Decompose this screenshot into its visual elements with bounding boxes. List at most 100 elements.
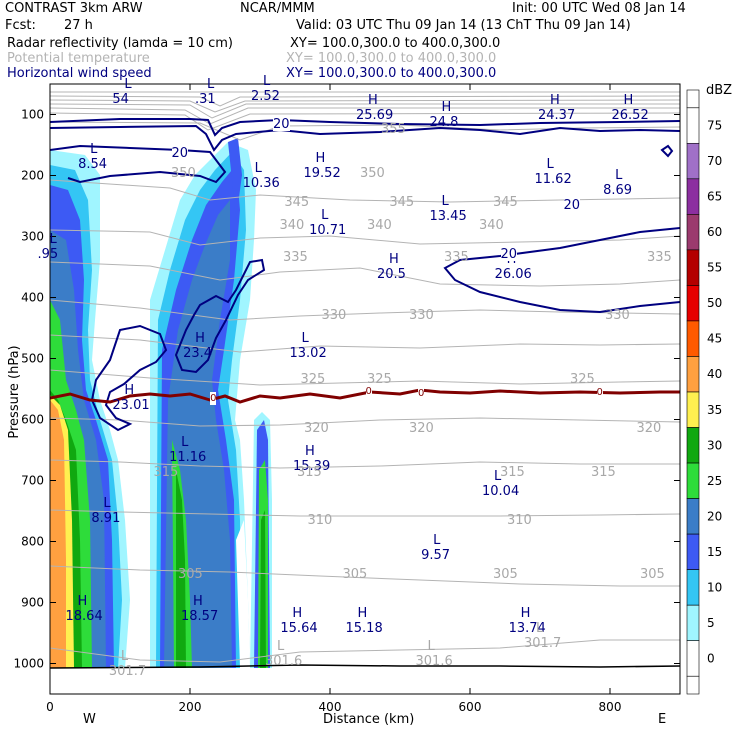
y-tick-label: 700	[21, 474, 44, 488]
isentrope-label: 330	[321, 307, 347, 323]
colorbar-swatch	[686, 178, 700, 215]
extremum-type: L	[615, 168, 623, 184]
extremum-value: 10.71	[309, 223, 347, 239]
colorbar-swatch	[686, 320, 700, 357]
extremum-value: 10.04	[482, 483, 520, 499]
isentrope-label: 345	[284, 194, 310, 210]
isentrope-350	[50, 179, 680, 203]
x-axis-left-end: W	[83, 712, 96, 727]
colorbar-swatch	[686, 391, 700, 428]
colorbar-swatch	[686, 214, 700, 251]
zero-contour	[50, 388, 680, 404]
x-tick-label: 0	[46, 700, 54, 714]
y-tick-label: 500	[21, 352, 44, 366]
isentrope-label: 305	[493, 567, 518, 583]
extremum-value: 54	[112, 91, 129, 107]
field-wind: Horizontal wind speed	[7, 66, 152, 81]
extremum-type: L	[441, 194, 449, 210]
extremum-value: 301.6	[265, 654, 303, 670]
colorbar-swatch	[686, 427, 700, 464]
fcst-label: Fcst:	[5, 18, 36, 33]
isentrope-label: 345	[493, 194, 518, 210]
colorbar: 0 5 10 15 20 25 30 35 40 45 50 55 60 65 70 75	[686, 89, 722, 695]
x-axis-right-end: E	[658, 712, 667, 727]
extremum-type: L	[321, 208, 329, 224]
extremum-value: 9.57	[421, 547, 451, 563]
isentrope-upper-6	[50, 112, 680, 131]
extremum-type: H	[77, 593, 88, 609]
colorbar-label: 0	[707, 651, 715, 665]
wind-contour-label: 20	[500, 246, 518, 262]
zero-contour-label: 0	[596, 386, 603, 400]
wind-contours	[50, 118, 680, 432]
refl-center-darkgreen	[176, 470, 186, 668]
y-tick-label: 400	[21, 291, 44, 305]
extremum-value: 23.01	[112, 398, 150, 414]
fcst-value: 27 h	[64, 18, 93, 33]
extremum-type: H	[195, 331, 205, 347]
extremum-type: H	[623, 93, 634, 109]
y-tick-label: 900	[21, 596, 44, 610]
isentrope-345	[50, 229, 680, 246]
colorbar-swatch	[686, 107, 700, 144]
refl-left-orange	[50, 400, 66, 668]
colorbar-unit: dBZ	[706, 83, 733, 98]
zero-contour-label: 0	[418, 386, 425, 400]
isentrope-335	[50, 299, 680, 321]
extremum-type: H	[305, 444, 315, 460]
colorbar-cap	[686, 675, 700, 695]
extremum-type: H	[357, 605, 368, 621]
extremum-type: L	[49, 232, 57, 248]
extremum-value: .31	[195, 91, 216, 107]
colorbar-label: 45	[707, 332, 722, 346]
isentrope-320	[50, 417, 680, 427]
refl-right-darkgreen	[260, 510, 266, 668]
extremum-type: H	[520, 605, 531, 621]
extremum-type: L	[103, 496, 111, 511]
x-tick-label: 600	[459, 700, 482, 714]
colorbar-swatch	[686, 285, 700, 322]
init-time: Init: 00 UTC Wed 08 Jan 14	[512, 1, 686, 16]
refl-center-gap	[236, 520, 250, 668]
extremum-value: 13.02	[289, 346, 327, 362]
refl-upper-streak	[228, 138, 242, 220]
y-tick-label: 300	[21, 230, 44, 244]
extremum-value: 10.36	[242, 175, 280, 191]
isentrope-label: 320	[304, 420, 329, 436]
isentrope-label: 305	[342, 567, 368, 583]
extremum-type: H	[389, 252, 399, 267]
x-axis-label: Distance (km)	[323, 712, 415, 727]
extremum-value: 25.69	[356, 108, 394, 124]
isentrope-label: 305	[178, 567, 203, 583]
isentrope-label: 325	[300, 371, 326, 387]
wind-contour-jet-low	[50, 124, 680, 152]
extremum-type: L	[181, 435, 189, 450]
x-tick-label: 200	[179, 700, 202, 714]
extremum-type: H	[441, 99, 452, 115]
wind-contour-jet-top	[50, 118, 680, 137]
extremum-value: 24.37	[538, 108, 576, 124]
extremum-value: 18.64	[65, 608, 103, 624]
isentrope-upper-4	[50, 103, 680, 119]
isentrope-label: 310	[307, 512, 333, 528]
y-tick-label: 100	[21, 108, 44, 122]
extremum-value: 8.69	[603, 183, 633, 199]
colorbar-label: 70	[707, 154, 722, 168]
wind-contour-label: 20	[273, 117, 290, 133]
extremum-value: 19.52	[303, 166, 341, 182]
extremum-type: L	[263, 73, 271, 89]
wind-contour-left-blob	[90, 324, 168, 432]
colorbar-label: 40	[707, 367, 722, 381]
isentrope-label: 320	[409, 420, 434, 436]
isentrope-upper-3	[50, 99, 680, 113]
zero-contour-label: 0	[365, 384, 372, 398]
wind-contour-small-circle	[660, 144, 674, 158]
center-label: NCAR/MMM	[240, 1, 315, 16]
x-axis: 0 200 400 600 800	[46, 84, 621, 714]
y-tick-label: 600	[21, 413, 44, 427]
isentrope-label: 305	[640, 567, 665, 583]
extremum-value: 301.7	[108, 663, 147, 679]
extremum-type: H	[292, 605, 303, 621]
y-tick-label: 200	[21, 169, 44, 183]
colorbar-swatch	[686, 604, 700, 642]
